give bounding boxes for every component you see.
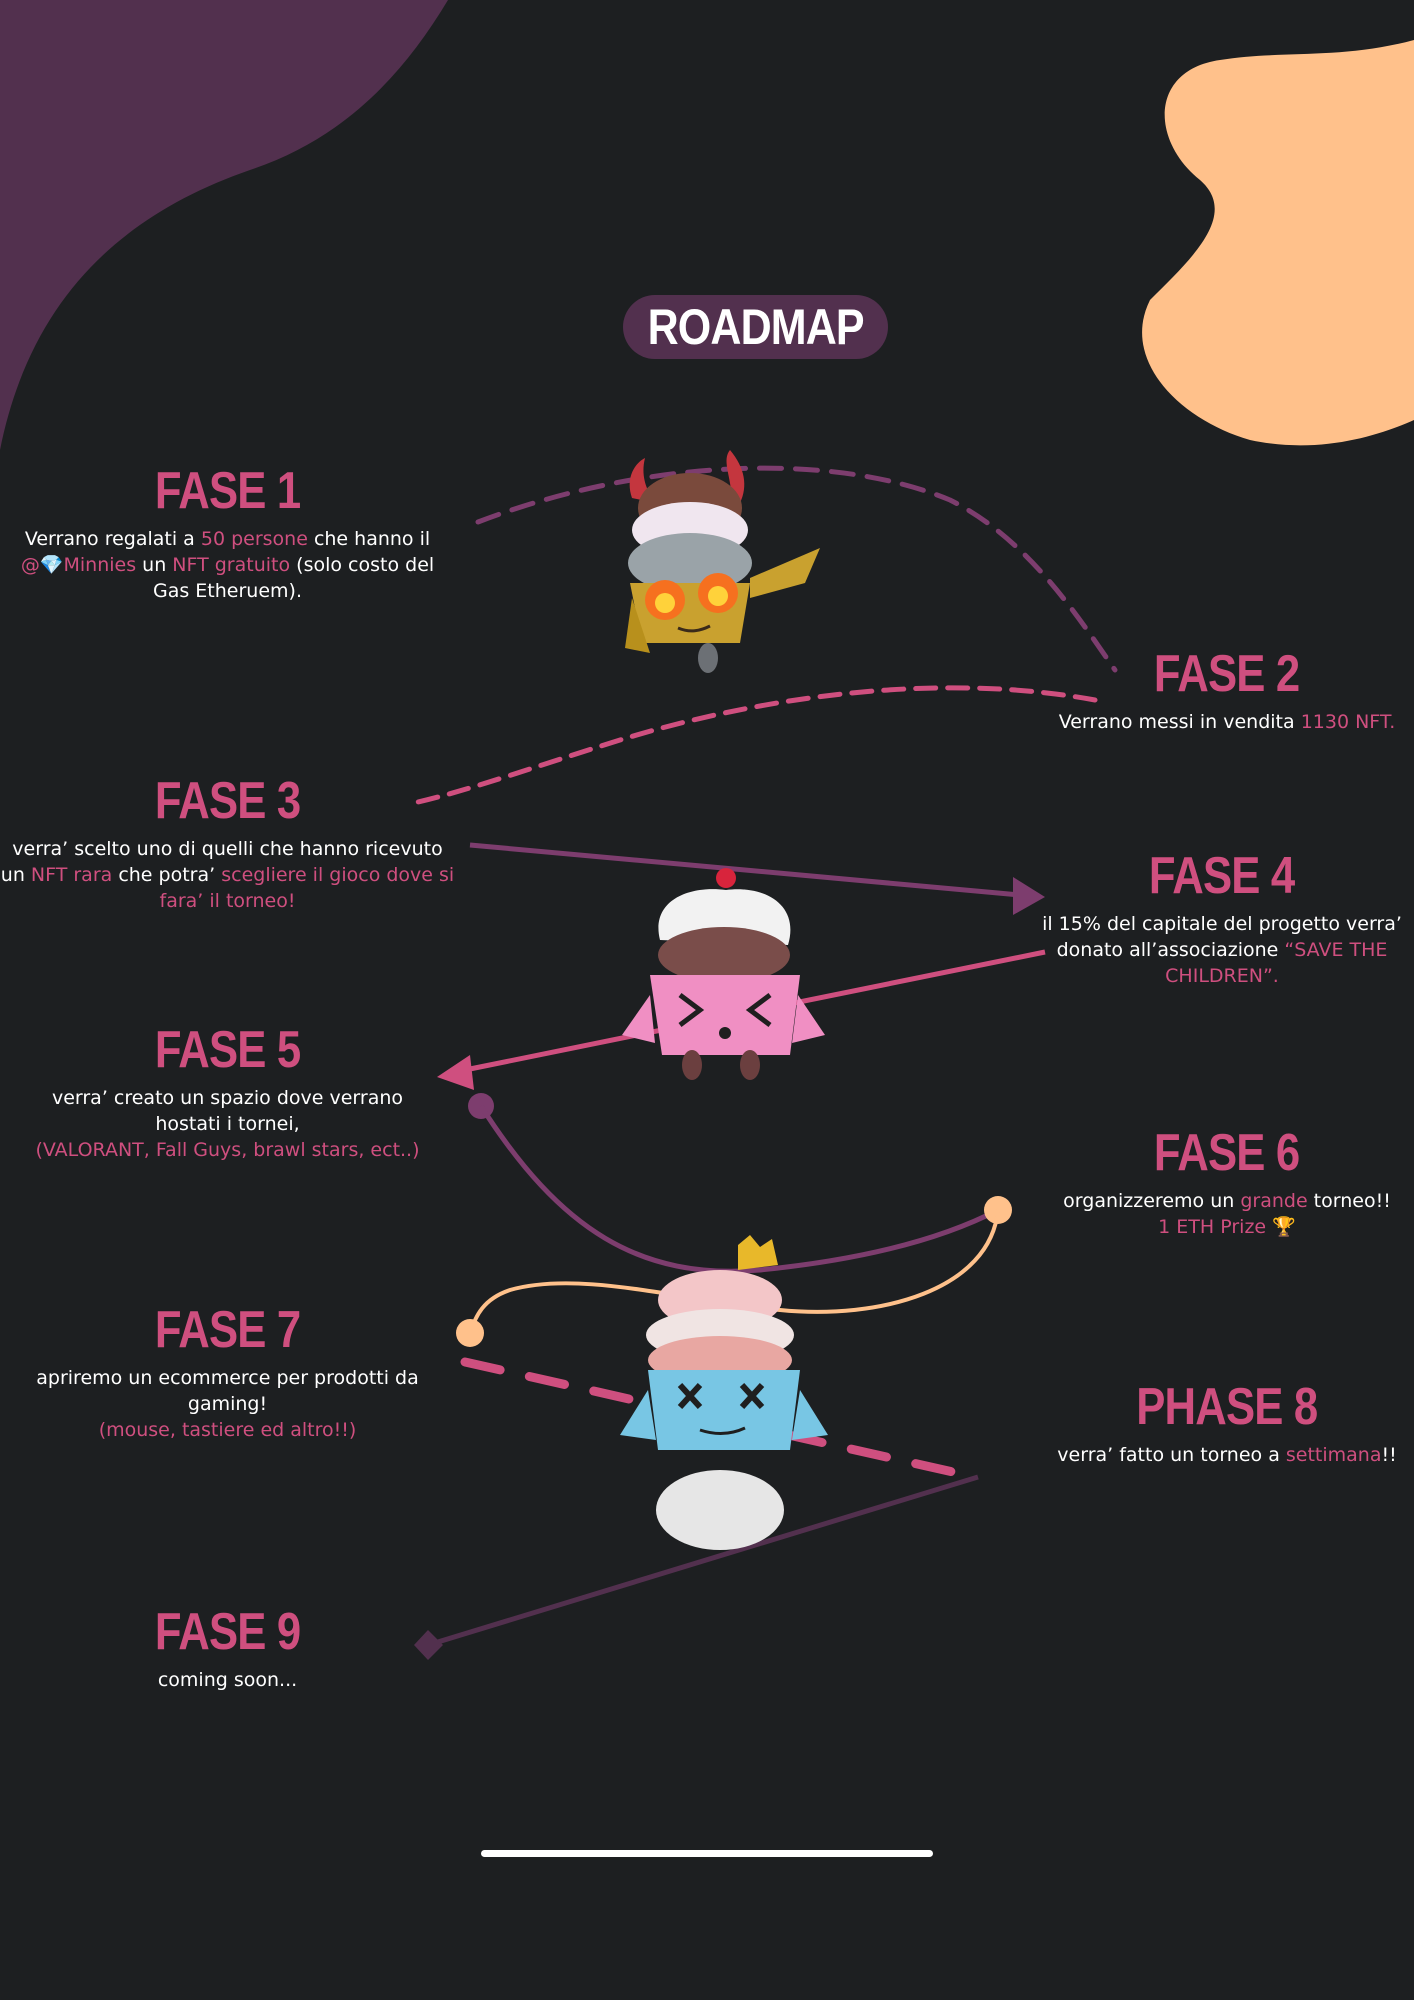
arrow-head-9 <box>414 1630 443 1660</box>
phase-6-highlight-a: grande <box>1240 1190 1308 1212</box>
phase-2-text-a: Verrano messi in vendita <box>1058 711 1301 733</box>
connector-5-6 <box>478 1104 1000 1274</box>
phase-6: FASE 6 organizzeremo un grande torneo!! … <box>1040 1124 1414 1240</box>
devil-cupcake-mascot <box>625 450 820 673</box>
connector-3-4 <box>469 842 1021 898</box>
phase-3-highlight-b: scegliere il gioco dove si fara’ il torn… <box>159 864 455 912</box>
home-indicator-bar[interactable] <box>481 1850 933 1857</box>
phase-4-description: il 15% del capitale del progetto verra’ … <box>1030 911 1414 989</box>
phase-1-highlight-b: @💎Minnies <box>20 554 137 576</box>
phase-3-highlight-a: NFT rara <box>30 864 113 886</box>
phase-2-title: FASE 2 <box>1154 645 1300 703</box>
phase-4-text-a: il 15% del capitale del progetto verra’ … <box>1042 913 1402 961</box>
phase-6-description: organizzeremo un grande torneo!! 1 ETH P… <box>1040 1188 1414 1240</box>
phase-8-text-b: !! <box>1381 1444 1397 1466</box>
phase-3-text-b: che potra’ <box>112 864 222 886</box>
phase-3: FASE 3 verra’ scelto uno di quelli che h… <box>0 772 455 914</box>
phase-5-title: FASE 5 <box>154 1021 301 1079</box>
phase-4-title: FASE 4 <box>1149 847 1295 905</box>
phase-5: FASE 5 verra’ creato un spazio dove verr… <box>0 1021 455 1163</box>
phase-1: FASE 1 Verrano regalati a 50 persone che… <box>0 462 455 604</box>
node-7 <box>456 1319 484 1347</box>
phase-8-highlight-a: settimana <box>1285 1444 1382 1466</box>
phase-3-title: FASE 3 <box>154 772 301 830</box>
phase-1-highlight-c: NFT gratuito <box>172 554 291 576</box>
peach-blob <box>1142 40 1414 446</box>
phase-2-highlight-a: 1130 NFT. <box>1300 711 1396 733</box>
phase-1-text-d: (solo costo del Gas Etheruem). <box>153 554 435 602</box>
phase-9-text-a: coming soon... <box>157 1669 298 1691</box>
arrow-head-5 <box>437 1055 474 1090</box>
phase-9-title: FASE 9 <box>154 1603 301 1661</box>
phase-1-text-b: che hanno il <box>307 528 431 550</box>
phase-4: FASE 4 il 15% del capitale del progetto … <box>1030 847 1414 989</box>
purple-blob <box>0 0 448 450</box>
phase-6-title: FASE 6 <box>1154 1124 1300 1182</box>
phase-1-highlight-a: 50 persone <box>200 528 308 550</box>
phase-5-description: verra’ creato un spazio dove verrano hos… <box>0 1085 455 1163</box>
phase-8: PHASE 8 verra’ fatto un torneo a settima… <box>1040 1378 1414 1468</box>
phase-4-highlight-a: “SAVE THE CHILDREN”. <box>1165 939 1388 987</box>
phase-6-text-b: torneo!! <box>1307 1190 1391 1212</box>
phase-1-title: FASE 1 <box>154 462 301 520</box>
phase-1-text-a: Verrano regalati a <box>24 528 201 550</box>
phase-7-highlight-a: (mouse, tastiere ed altro!!) <box>98 1419 357 1441</box>
pink-cupcake-mascot <box>622 868 825 1080</box>
phase-2: FASE 2 Verrano messi in vendita 1130 NFT… <box>1040 645 1414 735</box>
phase-5-text-a: verra’ creato un spazio dove verrano hos… <box>51 1087 404 1135</box>
phase-3-description: verra’ scelto uno di quelli che hanno ri… <box>0 836 455 914</box>
phase-8-description: verra’ fatto un torneo a settimana!! <box>1040 1442 1414 1468</box>
phase-2-description: Verrano messi in vendita 1130 NFT. <box>1040 709 1414 735</box>
phase-9-description: coming soon... <box>0 1667 455 1693</box>
roadmap-title: ROADMAP <box>647 299 864 355</box>
connector-1-2 <box>475 465 1118 673</box>
phase-5-highlight-a: (VALORANT, Fall Guys, brawl stars, ect..… <box>35 1139 420 1161</box>
connector-2-3 <box>415 685 1098 805</box>
roadmap-title-pill: ROADMAP <box>623 295 888 359</box>
phase-9: FASE 9 coming soon... <box>0 1603 455 1693</box>
phase-7-text-a: apriremo un ecommerce per prodotti da ga… <box>36 1367 419 1415</box>
phase-8-title: PHASE 8 <box>1136 1378 1318 1436</box>
phase-7-title: FASE 7 <box>154 1301 301 1359</box>
phase-7: FASE 7 apriremo un ecommerce per prodott… <box>0 1301 455 1443</box>
phase-7-description: apriremo un ecommerce per prodotti da ga… <box>0 1365 455 1443</box>
phase-6-prize: 1 ETH Prize 🏆 <box>1158 1216 1296 1238</box>
phase-1-description: Verrano regalati a 50 persone che hanno … <box>0 526 455 604</box>
crowned-cupcake-mascot <box>620 1235 828 1550</box>
connector-8-9 <box>427 1474 979 1648</box>
phase-8-text-a: verra’ fatto un torneo a <box>1057 1444 1286 1466</box>
phase-3-text-a: verra’ scelto uno di quelli che hanno ri… <box>0 838 443 886</box>
phase-1-text-c: un <box>136 554 173 576</box>
phase-6-text-a: organizzeremo un <box>1063 1190 1241 1212</box>
arrow-head-4 <box>1013 877 1045 915</box>
